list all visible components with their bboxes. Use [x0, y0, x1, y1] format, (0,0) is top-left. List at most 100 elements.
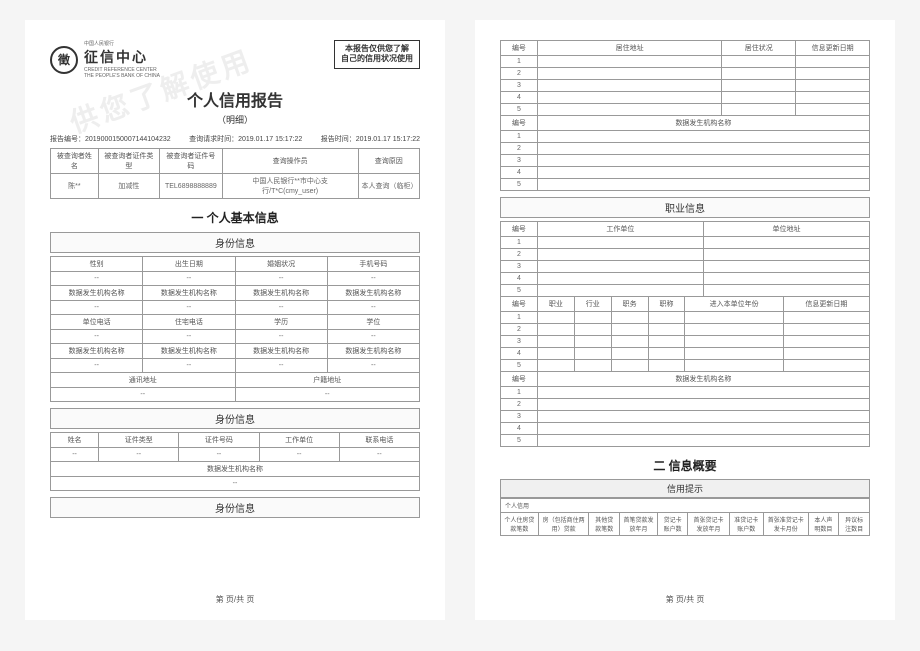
occ-h: 工作单位 — [537, 222, 703, 237]
occ-c — [537, 348, 574, 360]
identity2-title: 身份信息 — [50, 408, 420, 429]
id-c: -- — [51, 388, 236, 402]
id-c: -- — [235, 330, 327, 344]
id-h: 出生日期 — [143, 257, 235, 272]
occ-c — [537, 237, 703, 249]
res-c — [537, 68, 722, 80]
occ-h: 编号 — [501, 222, 538, 237]
occ-c — [537, 360, 574, 372]
section-1-title: 一 个人基本信息 — [50, 209, 420, 226]
occ-n: 3 — [501, 336, 538, 348]
meta-line: 报告编号：2019000150007144104232 查询请求时间：2019.… — [50, 134, 420, 144]
res-c — [537, 92, 722, 104]
occ-c — [783, 312, 869, 324]
occ-n: 1 — [501, 237, 538, 249]
res-n: 5 — [501, 104, 538, 116]
id-c: -- — [143, 330, 235, 344]
occ-c — [783, 360, 869, 372]
cc-h: 首张贷记卡发放年月 — [688, 513, 729, 536]
id-h: 性别 — [51, 257, 143, 272]
occ-c — [537, 423, 869, 435]
id-h: 数据发生机构名称 — [51, 344, 143, 359]
occ-c — [537, 312, 574, 324]
id2-org: 数据发生机构名称 — [51, 462, 420, 477]
res-h: 编号 — [501, 41, 538, 56]
occupation-table-2: 编号 职业 行业 职务 职称 进入本单位年份 信息更新日期 1 2 3 4 5 … — [500, 296, 870, 447]
cc-h: 个人住房贷款笔数 — [501, 513, 539, 536]
res-n: 5 — [501, 179, 538, 191]
occ-c — [574, 348, 611, 360]
occ-c — [574, 312, 611, 324]
occ-n: 4 — [501, 273, 538, 285]
id-h: 学历 — [235, 315, 327, 330]
residence-table: 编号 居住地址 居住状况 信息更新日期 1 2 3 4 5 编号数据发生机构名称… — [500, 40, 870, 191]
section-2-title: 二 信息概要 — [500, 457, 870, 474]
occ-h: 信息更新日期 — [783, 297, 869, 312]
res-c — [537, 80, 722, 92]
report-title: 个人信用报告 — [50, 87, 420, 111]
occ-c — [685, 324, 783, 336]
occ-c — [611, 324, 648, 336]
occ-c — [703, 273, 869, 285]
occ-n: 5 — [501, 360, 538, 372]
credit-row-title: 个人信用 — [501, 499, 870, 513]
occ-n: 1 — [501, 387, 538, 399]
res-n: 2 — [501, 143, 538, 155]
id-h: 数据发生机构名称 — [235, 286, 327, 301]
occ-c — [574, 324, 611, 336]
id2-c: -- — [179, 448, 259, 462]
occ-c — [648, 360, 685, 372]
query-table: 被查询者姓名 被查询者证件类型 被查询者证件号码 查询操作员 查询原因 陈** … — [50, 148, 420, 199]
credit-summary-table: 个人信用 个人住房贷款笔数 房（包括商住两用）贷款 其他贷款笔数 首笔贷款发放年… — [500, 498, 870, 536]
cc-h: 首笔贷款发放年月 — [620, 513, 658, 536]
credit-hint-bar: 信用提示 — [500, 479, 870, 498]
occ-n: 3 — [501, 261, 538, 273]
notice-line2: 自己的信用状况使用 — [341, 54, 413, 64]
res-n: 4 — [501, 167, 538, 179]
occ-c — [703, 285, 869, 297]
notice-box: 本报告仅供您了解 自己的信用状况使用 — [334, 40, 420, 69]
occ-c — [537, 435, 869, 447]
id2-h: 联系电话 — [339, 433, 419, 448]
occ-c — [685, 336, 783, 348]
id-h: 单位电话 — [51, 315, 143, 330]
id-c: -- — [235, 272, 327, 286]
logo-block: 徵 中国人民银行 征信中心 CREDIT REFERENCE CENTER TH… — [50, 40, 160, 79]
res-n: 4 — [501, 92, 538, 104]
id-c: -- — [235, 301, 327, 315]
page-2: 编号 居住地址 居住状况 信息更新日期 1 2 3 4 5 编号数据发生机构名称… — [475, 20, 895, 620]
logo-sub: 中国人民银行 — [84, 40, 160, 47]
res-c — [537, 104, 722, 116]
res-c — [796, 104, 870, 116]
res-c — [722, 104, 796, 116]
occ-c — [537, 273, 703, 285]
id-c: -- — [327, 330, 419, 344]
id-c: -- — [235, 359, 327, 373]
id-h: 数据发生机构名称 — [143, 286, 235, 301]
id-c: -- — [51, 330, 143, 344]
cc-h: 房（包括商住两用）贷款 — [538, 513, 589, 536]
occ-c — [703, 261, 869, 273]
occ-n: 3 — [501, 411, 538, 423]
occ-c — [537, 336, 574, 348]
occ-c — [648, 312, 685, 324]
res-c — [722, 68, 796, 80]
id-c: -- — [143, 359, 235, 373]
id-c: -- — [327, 301, 419, 315]
occ-c — [537, 249, 703, 261]
id-h: 数据发生机构名称 — [235, 344, 327, 359]
res-c — [796, 80, 870, 92]
res-c — [537, 167, 869, 179]
occupation-title: 职业信息 — [500, 197, 870, 218]
occ-h: 职称 — [648, 297, 685, 312]
id-c: -- — [51, 301, 143, 315]
identity3-title: 身份信息 — [50, 497, 420, 518]
qt-c3: 中国人民银行**市中心支行/T*C(cmy_user) — [222, 174, 358, 199]
res-n: 2 — [501, 68, 538, 80]
id2-h: 证件类型 — [99, 433, 179, 448]
occ-n: 5 — [501, 435, 538, 447]
res-c — [537, 179, 869, 191]
res-n: 1 — [501, 131, 538, 143]
occ-n: 5 — [501, 285, 538, 297]
occ-c — [537, 261, 703, 273]
